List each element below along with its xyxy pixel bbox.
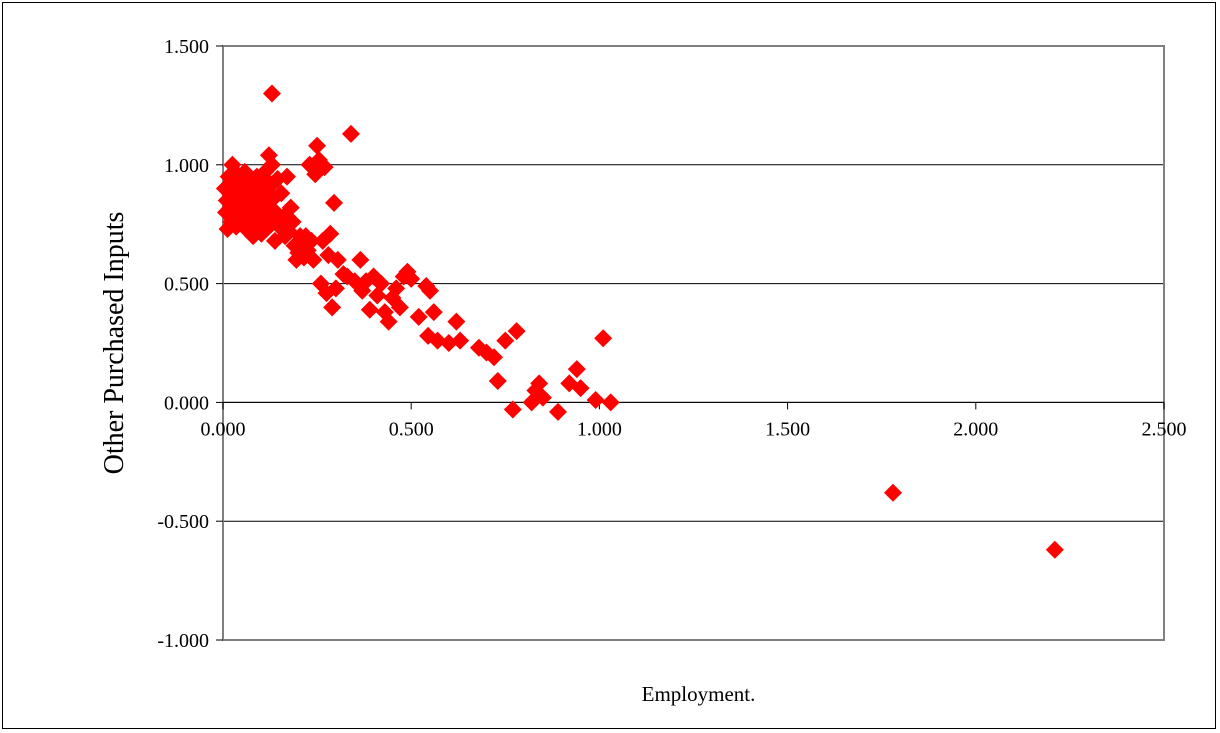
data-point [567,360,586,379]
data-point [319,246,338,265]
data-point [447,312,466,331]
data-point [496,331,515,350]
x-tick-label: 2.000 [953,418,998,440]
data-point [601,393,620,412]
data-point [390,298,409,317]
data-point [1045,540,1064,559]
x-tick-label: 1.000 [577,418,622,440]
data-point [323,298,342,317]
data-point [283,212,302,231]
data-point [308,136,327,155]
data-point [262,84,281,103]
gridlines [223,164,1164,522]
data-point [571,379,590,398]
y-axis-label: Other Purchased Inputs [99,212,130,475]
data-point [242,198,261,217]
data-point [304,250,323,269]
data-point [262,155,281,174]
data-point [272,184,291,203]
y-tick-label: 0.500 [164,274,209,296]
data-point [321,224,340,243]
data-point [372,274,391,293]
x-tick-label: 1.500 [765,418,810,440]
x-tick-label: 0.000 [201,418,246,440]
data-point [341,124,360,143]
data-point [360,300,379,319]
data-point [586,391,605,410]
data-point [326,279,345,298]
data-point [548,402,567,421]
data-point [485,348,504,367]
data-point [387,279,406,298]
data-point [533,388,552,407]
data-point [239,222,258,241]
data-point [379,312,398,331]
data-point [302,231,321,250]
data-point [409,307,428,326]
data-point [248,217,267,236]
data-point [421,281,440,300]
y-axis-ticks: 1.500 1.000 0.500 0.000 -0.500 -1.000 [157,36,223,652]
x-tick-label: 2.500 [1142,418,1187,440]
data-point [277,167,296,186]
data-point [315,158,334,177]
data-point [240,170,259,189]
y-tick-label: -0.500 [157,511,209,533]
data-point [424,303,443,322]
y-tick-label: -1.000 [157,630,209,652]
x-tick-label: 0.500 [389,418,434,440]
x-axis-ticks: 0.000 0.500 1.000 1.500 2.000 2.500 [201,402,1187,440]
data-point [451,331,470,350]
data-point [328,250,347,269]
data-point [351,250,370,269]
y-tick-label: 1.500 [164,36,209,58]
data-point [503,400,522,419]
y-tick-label: 1.000 [164,155,209,177]
data-point [488,372,507,391]
x-axis-label: Employment. [642,682,756,706]
data-points [215,84,1064,559]
data-point [594,329,613,348]
data-point [883,483,902,502]
data-point [530,374,549,393]
plot-area [222,45,1165,641]
data-point [402,269,421,288]
data-point [325,193,344,212]
data-point [281,198,300,217]
y-tick-label: 0.000 [164,392,209,414]
